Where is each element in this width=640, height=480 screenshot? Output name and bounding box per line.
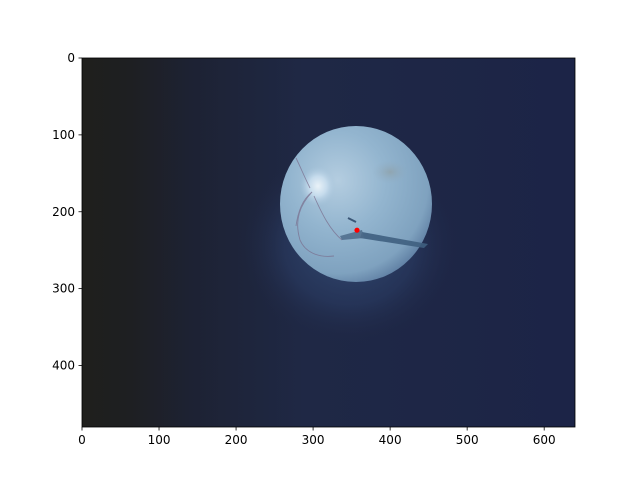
x-tick-label: 300 (302, 433, 325, 447)
x-tick-label: 100 (148, 433, 171, 447)
instrument-shaft (360, 232, 428, 248)
y-tick-label: 400 (52, 359, 75, 373)
retinal-vessels (295, 157, 343, 257)
macula-shadow (372, 160, 408, 184)
instrument-hook (347, 217, 357, 223)
x-axis: 0 100 200 300 400 500 600 (78, 427, 556, 447)
x-tick-label: 400 (379, 433, 402, 447)
y-tick-label: 200 (52, 205, 75, 219)
x-tick-label: 500 (456, 433, 479, 447)
y-tick-label: 100 (52, 128, 75, 142)
axes-frame (81, 57, 576, 428)
x-tick-label: 600 (533, 433, 556, 447)
red-marker-point (354, 227, 360, 233)
y-tick-label: 0 (67, 51, 75, 65)
y-axis: 0 100 200 300 400 (52, 51, 82, 373)
x-tick-label: 200 (225, 433, 248, 447)
fundus-image (82, 58, 575, 427)
y-tick-label: 300 (52, 282, 75, 296)
x-tick-label: 0 (78, 433, 86, 447)
